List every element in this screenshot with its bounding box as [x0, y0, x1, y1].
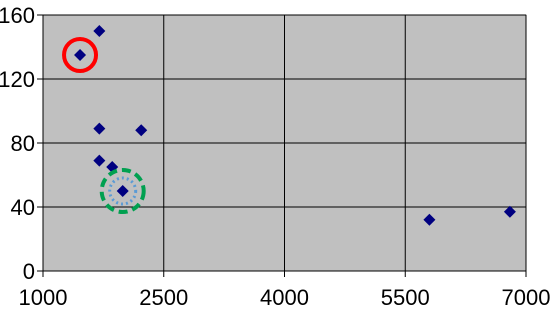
- data-point: [503, 205, 516, 218]
- x-tick-label: 4000: [260, 285, 309, 310]
- data-point: [93, 25, 106, 37]
- data-point: [93, 122, 106, 135]
- data-point: [423, 213, 436, 226]
- data-point: [74, 49, 87, 61]
- y-tick-label: 120: [0, 67, 35, 92]
- y-tick-label: 40: [11, 195, 35, 220]
- x-axis-tick-labels: 1000 2500 4000 5500 7000: [19, 271, 551, 310]
- y-tick-label: 0: [23, 259, 35, 284]
- annotations: [62, 37, 146, 214]
- y-tick-label: 160: [0, 3, 35, 28]
- data-point: [135, 124, 148, 137]
- data-point: [116, 185, 129, 197]
- y-axis-tick-labels: 0 40 80 120 160: [0, 3, 43, 284]
- highlight-circle-blue-dotted: [108, 176, 138, 206]
- x-tick-label: 5500: [381, 285, 430, 310]
- x-tick-label: 7000: [502, 285, 551, 310]
- x-tick-label: 1000: [19, 285, 68, 310]
- highlight-circle-green-dashed: [99, 168, 146, 214]
- data-point: [93, 154, 106, 167]
- y-tick-label: 80: [11, 131, 35, 156]
- x-tick-label: 2500: [139, 285, 188, 310]
- highlight-circle-red: [62, 37, 99, 73]
